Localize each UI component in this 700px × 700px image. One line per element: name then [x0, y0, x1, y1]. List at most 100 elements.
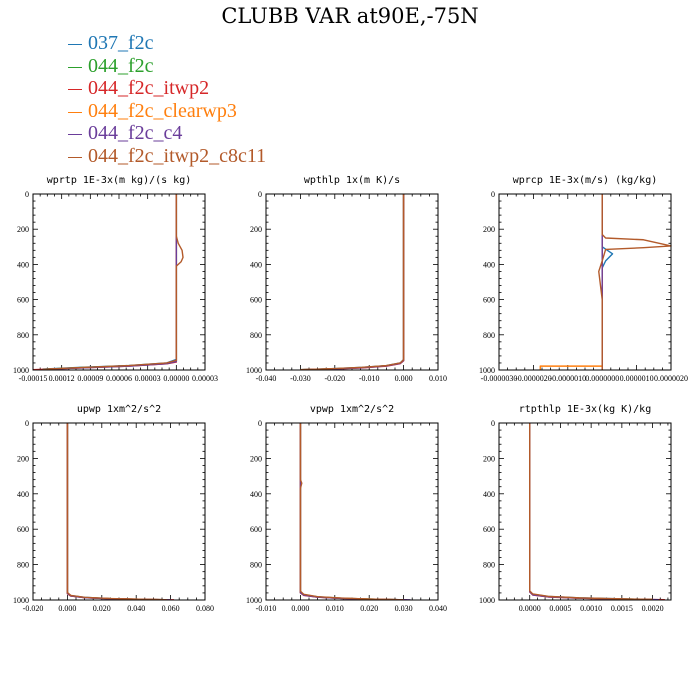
- x-tick-label: -0.0000020: [515, 374, 552, 383]
- y-tick-label: 600: [250, 525, 262, 534]
- series-line: [300, 194, 405, 371]
- plot-frame: [498, 422, 672, 601]
- legend-item: 044_f2c_c4: [68, 122, 266, 145]
- chart-title: wprcp 1E-3x(m/s) (kg/kg): [513, 175, 658, 186]
- series-line: [66, 423, 175, 601]
- x-tick-label: 0.0000: [519, 604, 541, 613]
- y-tick-label: 800: [17, 561, 29, 570]
- y-tick-label: 400: [483, 260, 495, 269]
- x-tick-label: -0.0000030: [481, 374, 518, 383]
- legend-item: 037_f2c: [68, 32, 266, 55]
- chart-title: rtpthlp 1E-3x(kg K)/kg: [519, 404, 651, 415]
- y-tick-label: 0: [491, 190, 495, 199]
- series-line: [66, 423, 171, 601]
- y-tick-label: 400: [17, 260, 29, 269]
- y-tick-label: 800: [17, 331, 29, 340]
- plot-frame: [265, 422, 439, 601]
- series-line: [300, 194, 405, 371]
- y-tick-label: 1000: [246, 596, 262, 605]
- x-tick-label: 0.030: [395, 604, 413, 613]
- y-tick-label: 1000: [13, 596, 29, 605]
- legend-label: 037_f2c: [88, 32, 154, 54]
- series-line: [299, 423, 411, 601]
- x-tick-label: -0.020: [324, 374, 345, 383]
- legend-swatch: [68, 66, 82, 68]
- plot-frame: [32, 422, 206, 601]
- y-tick-label: 400: [250, 260, 262, 269]
- y-tick-label: 600: [17, 525, 29, 534]
- x-tick-label: -0.030: [290, 374, 311, 383]
- x-tick-label: 0.0000020: [654, 374, 688, 383]
- x-tick-label: 0.040: [127, 604, 145, 613]
- series-line: [601, 194, 614, 370]
- x-tick-label: -0.00015: [19, 374, 48, 383]
- chart-panel: upwp 1xm^2/s^2 0 200 400 600 800 1000-0.020 0.0…: [13, 404, 214, 613]
- chart-title: upwp 1xm^2/s^2: [77, 404, 161, 415]
- y-tick-label: 600: [17, 296, 29, 305]
- y-tick-label: 1000: [246, 366, 262, 375]
- chart-panel: vpwp 1xm^2/s^2 0 200 400 600 800 1000-0.010 0.0…: [246, 404, 447, 613]
- series-line: [300, 194, 405, 371]
- y-tick-label: 800: [483, 331, 495, 340]
- x-tick-label: 0.040: [429, 604, 447, 613]
- x-tick-label: -0.020: [23, 604, 44, 613]
- legend-item: 044_f2c: [68, 55, 266, 78]
- x-tick-label: 0.020: [93, 604, 111, 613]
- series-line: [42, 194, 184, 370]
- legend-swatch: [68, 89, 82, 91]
- series-line: [42, 194, 178, 370]
- x-tick-label: 0.000: [58, 604, 76, 613]
- legend-swatch: [68, 111, 82, 113]
- y-tick-label: 200: [250, 454, 262, 463]
- y-tick-label: 200: [250, 225, 262, 234]
- x-tick-label: 0.00009: [77, 374, 103, 383]
- y-tick-label: 0: [491, 419, 495, 428]
- x-tick-label: 0.0000010: [620, 374, 654, 383]
- x-tick-label: 0.000: [291, 604, 309, 613]
- y-tick-label: 800: [250, 331, 262, 340]
- x-tick-label: 0.080: [196, 604, 214, 613]
- series-line: [299, 423, 404, 601]
- series-line: [299, 423, 404, 601]
- series-line: [42, 194, 178, 371]
- x-tick-label: 0.00003: [135, 374, 161, 383]
- y-tick-label: 400: [483, 490, 495, 499]
- y-tick-label: 600: [483, 525, 495, 534]
- x-tick-label: 0.010: [326, 604, 344, 613]
- legend: 037_f2c 044_f2c 044_f2c_itwp2 044_f2c_cl…: [68, 32, 266, 168]
- plot-frame: [498, 193, 672, 371]
- series-line: [529, 423, 653, 601]
- series-line: [299, 423, 404, 601]
- series-line: [598, 194, 672, 370]
- x-tick-label: 0.0005: [549, 604, 571, 613]
- x-tick-label: -0.010: [359, 374, 380, 383]
- y-tick-label: 200: [483, 225, 495, 234]
- series-line: [66, 423, 171, 601]
- plot-frame: [32, 193, 206, 371]
- series-line: [42, 194, 178, 370]
- x-tick-label: 0.0015: [611, 604, 633, 613]
- chart-title: vpwp 1xm^2/s^2: [310, 404, 394, 415]
- legend-item: 044_f2c_clearwp3: [68, 100, 266, 123]
- chart-panel: wprtp 1E-3x(m kg)/(s kg) 0 200 400 600 800 100…: [13, 175, 218, 383]
- series-line: [529, 423, 653, 601]
- chart-panel: rtpthlp 1E-3x(kg K)/kg 0 200 400 600 800 1000 0…: [479, 404, 672, 613]
- legend-label: 044_f2c_itwp2_c8c11: [88, 144, 267, 167]
- x-tick-label: 0.00006: [106, 374, 132, 383]
- series-line: [32, 194, 178, 371]
- x-tick-label: 0.0000000: [585, 374, 619, 383]
- series-line: [529, 423, 653, 601]
- legend-label: 044_f2c_clearwp3: [88, 99, 237, 122]
- legend-label: 044_f2c: [88, 54, 154, 77]
- page-title: CLUBB VAR at90E,-75N: [221, 4, 479, 28]
- x-tick-label: -0.010: [256, 604, 277, 613]
- x-tick-label: -0.0000010: [549, 374, 586, 383]
- y-tick-label: 400: [250, 490, 262, 499]
- y-tick-label: 1000: [13, 366, 29, 375]
- x-tick-label: 0.010: [429, 374, 447, 383]
- series-line: [42, 194, 178, 371]
- series-line: [66, 423, 168, 601]
- plot-frame: [265, 193, 439, 371]
- legend-swatch: [68, 134, 82, 136]
